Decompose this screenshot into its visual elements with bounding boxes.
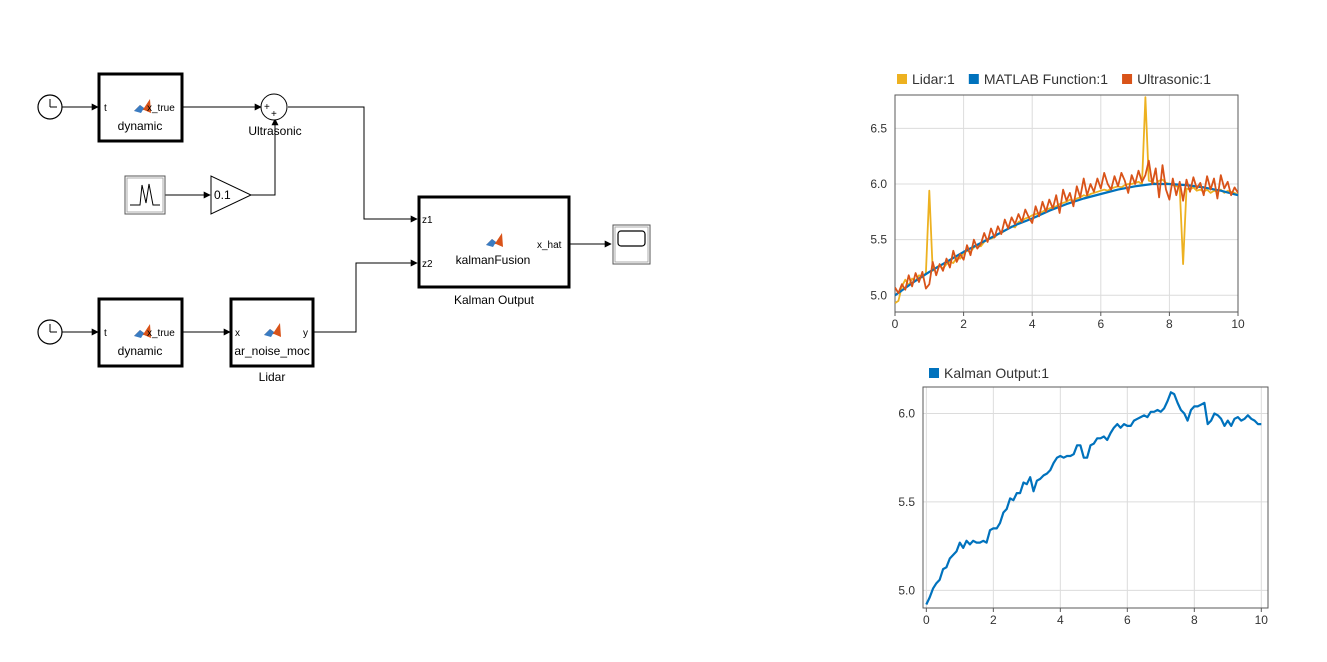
x-tick-label: 0 — [923, 613, 930, 627]
dynamic-block-top[interactable]: t x_true dynamic — [99, 74, 182, 141]
kalman-block-label: Kalman Output — [454, 293, 535, 307]
x-tick-label: 8 — [1166, 317, 1173, 331]
y-tick-label: 6.0 — [870, 177, 887, 191]
block-name: dynamic — [118, 344, 163, 358]
scope-block[interactable] — [613, 225, 650, 264]
output-port-label: x_hat — [537, 240, 562, 251]
simulink-diagram: t x_true dynamic + + Ultrasonic 0.1 — [38, 74, 650, 384]
output-port-label: x_true — [147, 328, 175, 339]
clock-block-top[interactable] — [38, 95, 62, 119]
legend-swatch — [1122, 74, 1132, 84]
signal-line[interactable] — [313, 263, 417, 332]
legend-swatch — [897, 74, 907, 84]
series-line-0 — [926, 392, 1261, 604]
x-tick-label: 4 — [1029, 317, 1036, 331]
input-port-label: t — [104, 328, 107, 339]
x-tick-label: 0 — [892, 317, 899, 331]
clock-block-bottom[interactable] — [38, 320, 62, 344]
x-tick-label: 6 — [1124, 613, 1131, 627]
y-tick-label: 6.5 — [870, 121, 887, 135]
legend-label: Lidar:1 — [912, 71, 955, 87]
legend-label: Kalman Output:1 — [944, 365, 1049, 381]
output-port-label: y — [303, 328, 308, 339]
y-tick-label: 5.5 — [898, 495, 915, 509]
scope-chart-sensors: 0 2 4 6 8 10 5.0 5.5 6.0 6.5 Lidar:1 MATLAB Functio… — [870, 71, 1245, 331]
kalman-fusion-block[interactable]: z1 z2 x_hat kalmanFusion Kalman Output — [419, 197, 569, 307]
output-port-label: x_true — [147, 103, 175, 114]
x-tick-label: 2 — [960, 317, 967, 331]
gain-value: 0.1 — [214, 188, 231, 202]
block-name: dynamic — [118, 119, 163, 133]
y-tick-label: 5.0 — [898, 583, 915, 597]
lidar-block-label: Lidar — [259, 370, 286, 384]
legend-label: Ultrasonic:1 — [1137, 71, 1211, 87]
block-name: ar_noise_moc — [234, 344, 309, 358]
input-port-label: x — [235, 328, 240, 339]
y-tick-label: 5.5 — [870, 233, 887, 247]
input-port-label: z1 — [422, 215, 433, 226]
y-tick-label: 6.0 — [898, 407, 915, 421]
input-port-label: t — [104, 103, 107, 114]
gain-block[interactable]: 0.1 — [211, 176, 251, 214]
y-tick-label: 5.0 — [870, 288, 887, 302]
legend-swatch — [929, 368, 939, 378]
scope-icon — [618, 231, 645, 246]
sum-sign: + — [264, 102, 270, 113]
sum-block-label: Ultrasonic — [248, 124, 301, 138]
lidar-noise-block[interactable]: x y ar_noise_moc Lidar — [231, 299, 313, 384]
sum-block[interactable]: + + Ultrasonic — [248, 94, 301, 138]
dynamic-block-bottom[interactable]: t x_true dynamic — [99, 299, 182, 366]
block-name: kalmanFusion — [456, 253, 531, 267]
x-tick-label: 10 — [1255, 613, 1269, 627]
series-line-2 — [895, 161, 1238, 293]
x-tick-label: 6 — [1097, 317, 1104, 331]
x-tick-label: 8 — [1191, 613, 1198, 627]
legend-swatch — [969, 74, 979, 84]
x-tick-label: 4 — [1057, 613, 1064, 627]
x-tick-label: 10 — [1231, 317, 1245, 331]
scope-chart-kalman-output: 0 2 4 6 8 10 5.0 5.5 6.0 Kalman Output:1 — [898, 365, 1268, 627]
x-tick-label: 2 — [990, 613, 997, 627]
sum-sign: + — [271, 109, 277, 120]
signal-line[interactable] — [288, 107, 417, 219]
plot-frame — [923, 387, 1268, 608]
signal-source-block[interactable] — [125, 176, 165, 214]
input-port-label: z2 — [422, 259, 433, 270]
legend-label: MATLAB Function:1 — [984, 71, 1108, 87]
